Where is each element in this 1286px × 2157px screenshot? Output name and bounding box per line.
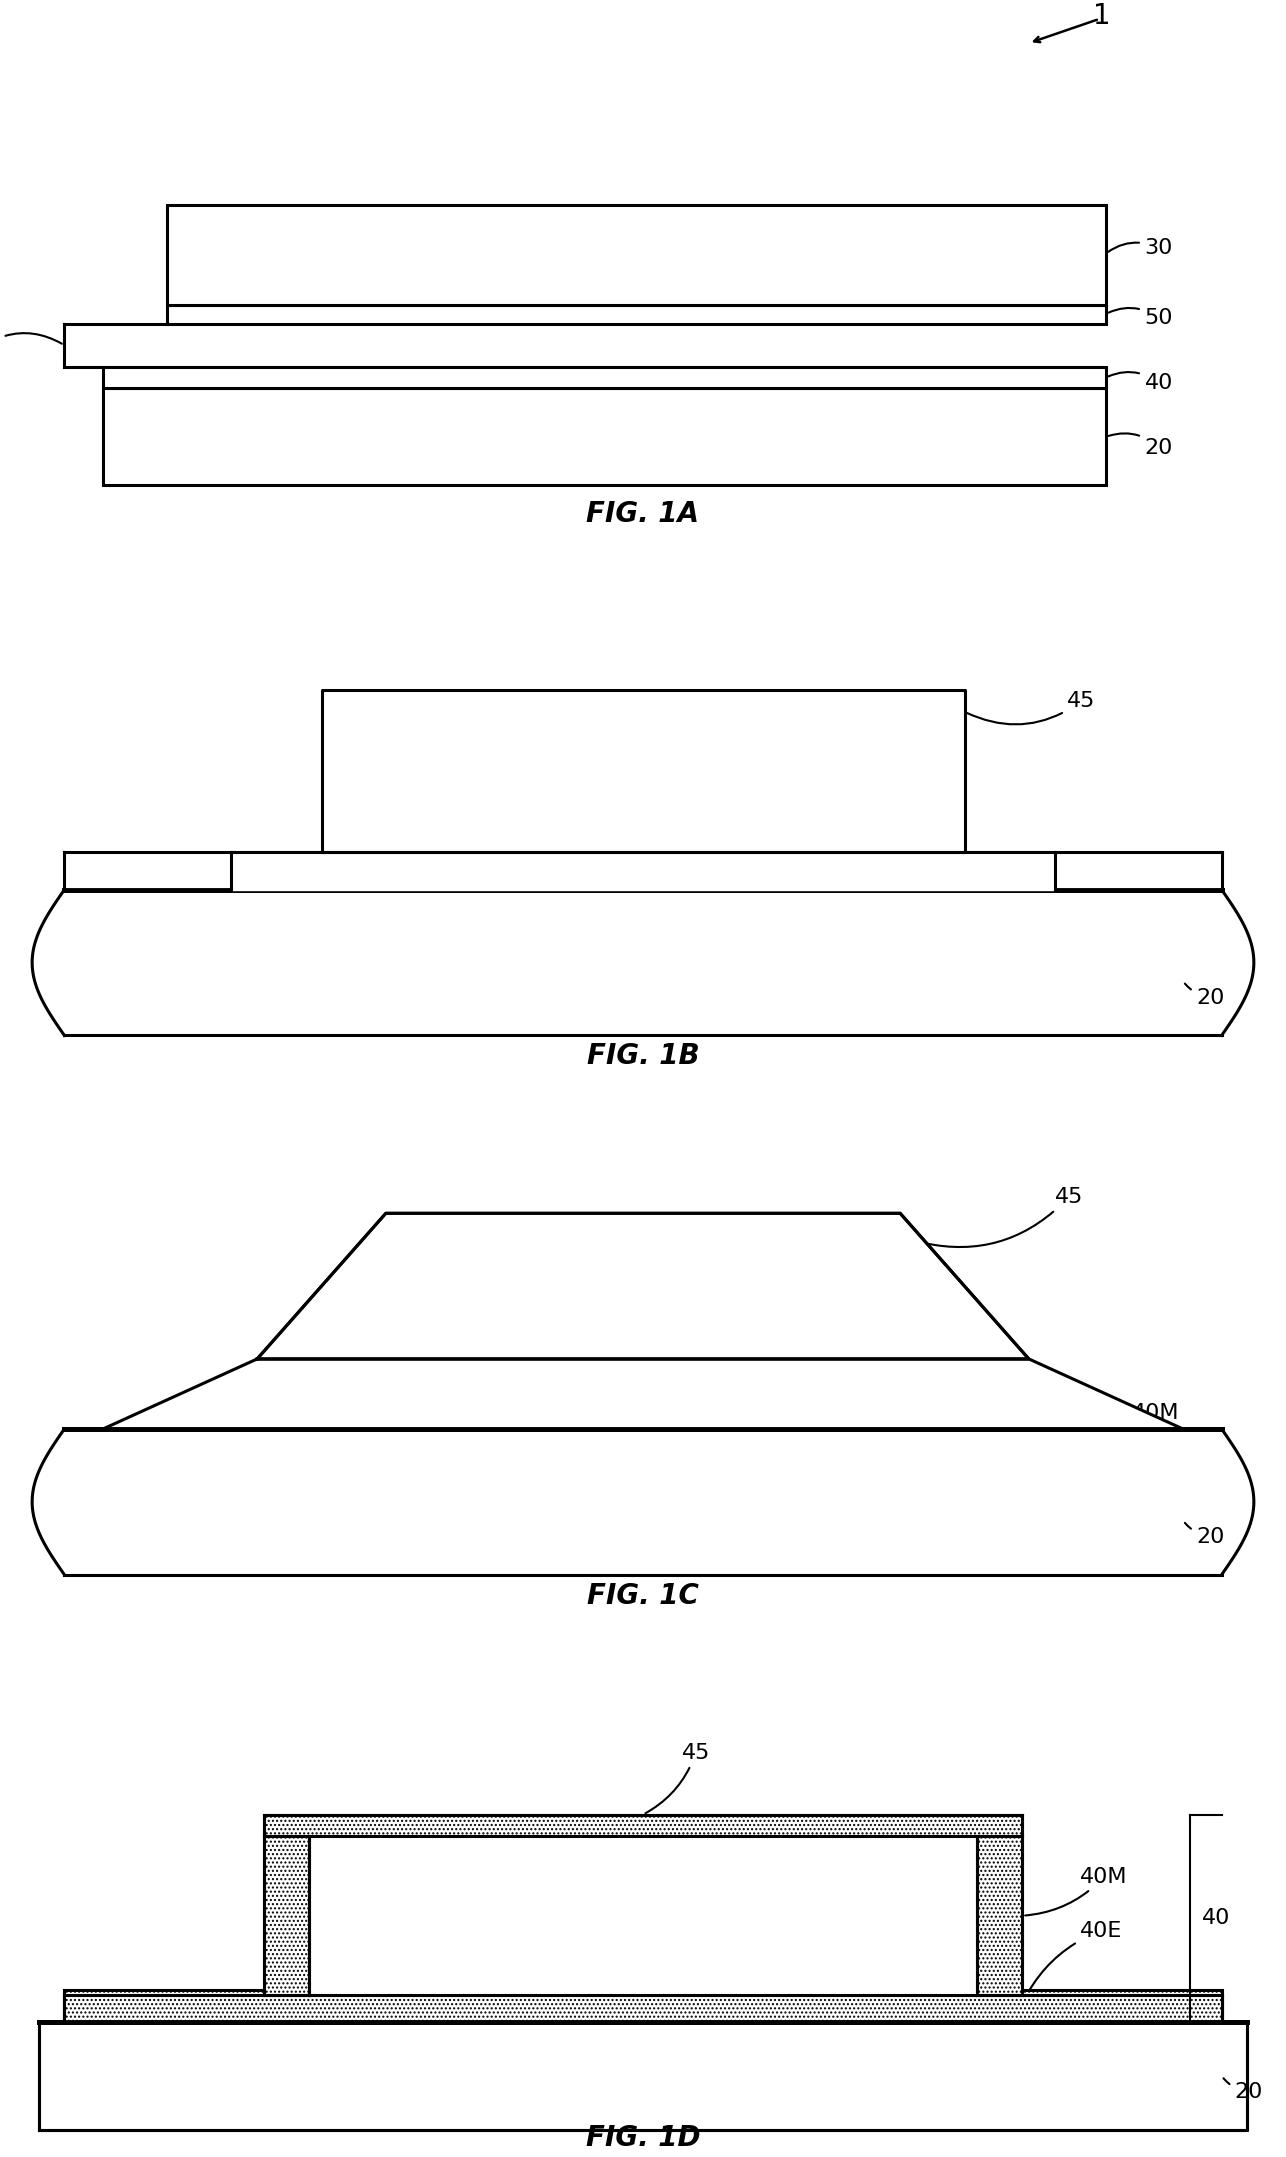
Text: 40M: 40M: [1025, 1866, 1128, 1915]
Polygon shape: [231, 852, 1055, 891]
Bar: [103, 388, 1106, 485]
Text: 40M: 40M: [1070, 1385, 1179, 1424]
Text: FIG. 1B: FIG. 1B: [586, 1042, 700, 1070]
Text: 20: 20: [1184, 1523, 1224, 1547]
Polygon shape: [309, 1836, 977, 1995]
Text: FIG. 1C: FIG. 1C: [588, 1581, 698, 1609]
Polygon shape: [257, 1212, 1029, 1359]
Polygon shape: [32, 891, 64, 1035]
Text: 45: 45: [967, 690, 1096, 725]
Polygon shape: [1222, 891, 1254, 1035]
Text: 45: 45: [646, 1743, 710, 1814]
Text: 40: 40: [1202, 1909, 1231, 1928]
Polygon shape: [39, 2023, 1247, 2131]
Polygon shape: [322, 690, 964, 852]
Polygon shape: [977, 1836, 1022, 1995]
Text: 50: 50: [1109, 308, 1173, 328]
Text: 20: 20: [1184, 984, 1224, 1007]
Polygon shape: [1222, 1430, 1254, 1575]
Polygon shape: [64, 1430, 1222, 1575]
Polygon shape: [264, 1836, 309, 1995]
Text: FIG. 1A: FIG. 1A: [586, 500, 700, 528]
Polygon shape: [39, 2023, 1247, 2131]
Bar: [103, 367, 1106, 388]
Text: 40: 40: [1109, 371, 1173, 393]
Text: G1: G1: [0, 332, 62, 356]
Text: 40E: 40E: [1024, 1920, 1123, 2002]
Polygon shape: [103, 1359, 1183, 1430]
Text: 20: 20: [1223, 2079, 1263, 2103]
Text: 45: 45: [916, 1186, 1083, 1247]
Polygon shape: [64, 891, 1222, 1035]
Polygon shape: [64, 1989, 1222, 2023]
Text: FIG. 1D: FIG. 1D: [585, 2125, 701, 2153]
Polygon shape: [64, 1995, 1222, 2023]
Text: 40M: 40M: [1057, 863, 1179, 887]
Bar: [167, 205, 1106, 304]
Polygon shape: [264, 1814, 1022, 1836]
Bar: [167, 304, 1106, 324]
Text: 20: 20: [1109, 434, 1173, 457]
Polygon shape: [32, 1430, 64, 1575]
Polygon shape: [64, 852, 1222, 891]
Polygon shape: [257, 1212, 1029, 1359]
Text: 1: 1: [1093, 2, 1111, 30]
Text: 30: 30: [1109, 237, 1173, 259]
